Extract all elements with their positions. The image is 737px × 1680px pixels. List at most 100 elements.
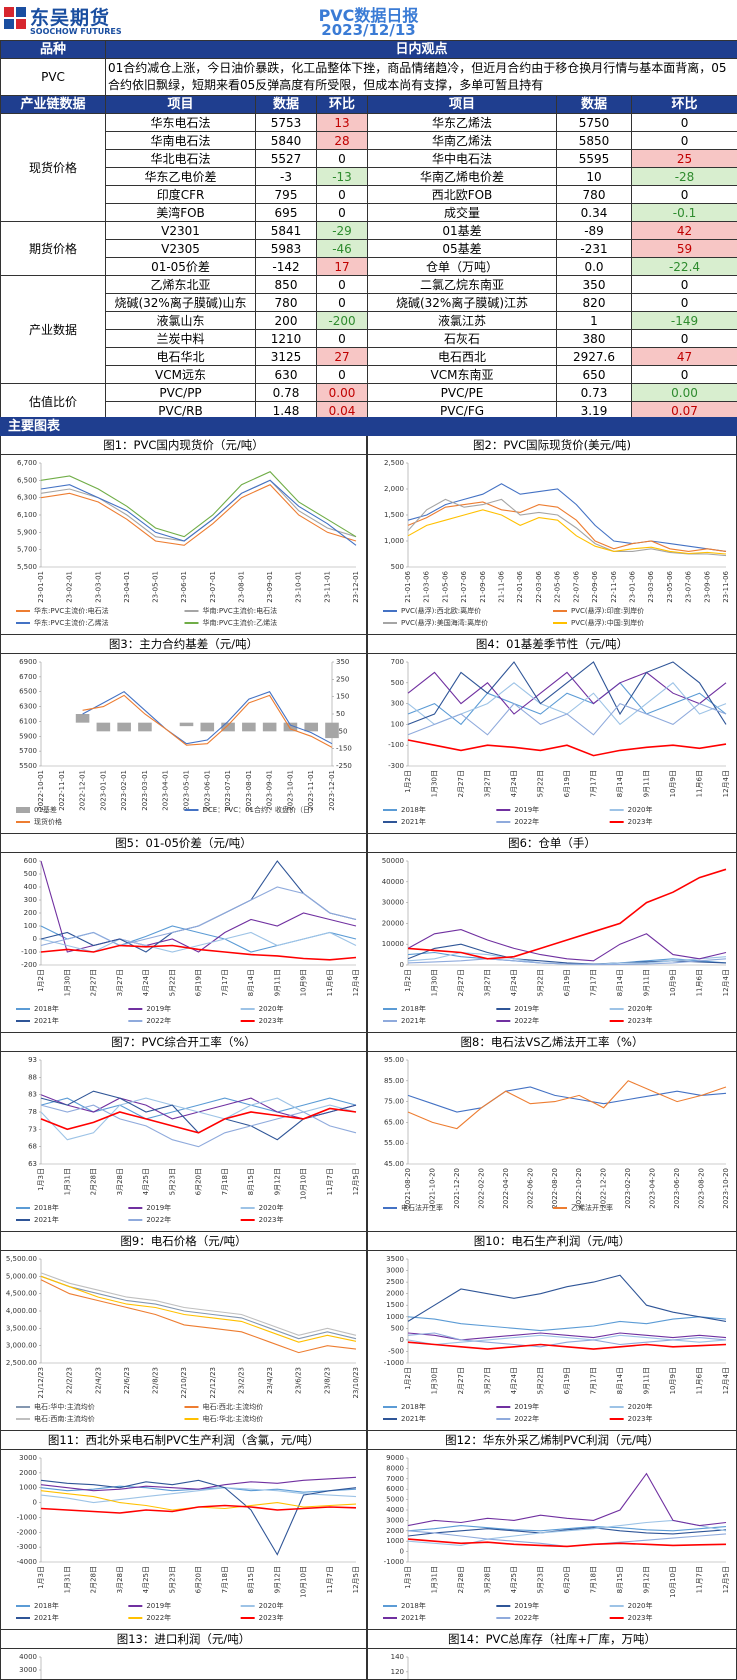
table-cell: 液氯江苏 [367, 311, 557, 330]
x-tick-label: 8月14日 [616, 770, 624, 797]
x-tick-label: 3月27日 [116, 969, 124, 996]
chart-title: 图12：华东外采乙烯制PVC利润（元/吨） [368, 1431, 736, 1450]
series-line [407, 868, 727, 960]
group-label: 期货价格 [0, 221, 106, 276]
x-tick-label: 23-07-06 [685, 570, 693, 602]
x-tick-label: 1月3日 [37, 1566, 45, 1589]
y-tick-label: 6300 [19, 703, 37, 711]
chart: -200 -100 0 100 200 300 400 500 600 1月2日 1月30日 2月27… [16, 857, 360, 1025]
y-tick-label: 6500 [19, 688, 37, 696]
x-tick-label: 1月30日 [431, 969, 439, 996]
x-tick-label: 10月10日 [300, 1566, 308, 1598]
chart-panel: 图2：PVC国际现货价(美元/吨) 500 1,000 1,500 2,000 2,500… [367, 436, 737, 635]
legend-label: 2021年 [401, 1414, 426, 1423]
y-tick-label: 2000 [386, 1290, 404, 1298]
x-tick-label: 22-11-06 [610, 570, 618, 602]
y-tick-label: 3,000.00 [6, 1342, 37, 1350]
y-tick-label: 0 [400, 961, 404, 969]
legend-label: 华东:PVC主流价:电石法 [34, 606, 109, 615]
y-tick-label: 5500 [19, 762, 37, 770]
bar [242, 722, 256, 732]
table-cell: 美湾FOB [105, 203, 256, 222]
x-tick-label: 1月2日 [404, 1367, 412, 1390]
x-tick-label: 2023-07-01 [224, 770, 232, 811]
x-tick-label: 9月11日 [273, 969, 281, 996]
legend-label: 华东:PVC主流价:乙烯法 [34, 618, 109, 627]
chart-panel: 图8：电石法VS乙烯法开工率（%） 45.00 55.00 65.00 75.00 85.… [367, 1033, 737, 1232]
legend-label: 2023年 [628, 1016, 653, 1025]
table-cell: 5750 [556, 113, 632, 132]
x-tick-label: 7月18日 [221, 1566, 229, 1593]
y2-tick-label: -50 [336, 727, 347, 735]
chart: 45.00 55.00 65.00 75.00 85.00 95.00 2021-08-20… [383, 1056, 730, 1212]
header-cell: 产业链数据 [0, 95, 106, 114]
x-tick-label: 4月24日 [142, 969, 150, 996]
x-tick-label: 1月30日 [431, 770, 439, 797]
x-tick-label: 12月4日 [722, 770, 730, 797]
table-cell: 01基差 [367, 221, 557, 240]
table-cell: 0 [630, 365, 737, 384]
x-tick-label: 8月15日 [616, 1566, 624, 1593]
y-tick-label: 6,700 [17, 459, 37, 467]
x-tick-label: 1月30日 [63, 969, 71, 996]
table-cell: -142 [255, 257, 317, 276]
series-line [407, 1538, 727, 1548]
table-cell: 01-05价差 [105, 257, 256, 276]
y-tick-label: -100 [21, 948, 37, 956]
table-cell: 华北电石法 [105, 149, 256, 168]
x-tick-label: 23-11-01 [323, 571, 331, 603]
x-tick-label: 6月20日 [195, 1566, 203, 1593]
legend-label: 2023年 [259, 1016, 284, 1025]
y2-tick-label: 50 [336, 710, 345, 718]
x-tick-label: 2022-10-20 [575, 1168, 583, 1209]
table-cell: 华东电石法 [105, 113, 256, 132]
series-line [40, 944, 357, 961]
series-line [40, 1279, 357, 1354]
table-cell: VCM东南亚 [367, 365, 557, 384]
table-row: V2305 5983 -46 05基差 -231 59 [1, 239, 737, 258]
y-tick-label: 3000 [19, 1666, 37, 1674]
header-cell: 日内观点 [104, 40, 737, 59]
legend-label: 2021年 [34, 1016, 59, 1025]
header-cell: 数据 [556, 95, 632, 114]
x-tick-label: 21-07-06 [460, 570, 468, 602]
table-cell: 电石华北 [105, 347, 256, 366]
table-cell: VCM远东 [105, 365, 256, 384]
series-line [407, 1080, 727, 1130]
y2-tick-label: 250 [336, 675, 349, 683]
x-tick-label: 23-10-01 [295, 571, 303, 603]
chart: -1000 0 1000 2000 3000 4000 5000 6000 7000 8000 90… [383, 1454, 730, 1622]
bar [179, 722, 194, 727]
x-tick-label: 4月24日 [510, 969, 518, 996]
legend-label: 2019年 [514, 1601, 539, 1610]
x-tick-label: 5月23日 [168, 1168, 176, 1195]
series-line [407, 958, 727, 966]
table-cell: -231 [556, 239, 632, 258]
series-line [407, 682, 727, 726]
table-cell: 0 [316, 329, 368, 348]
table-cell: 5983 [255, 239, 317, 258]
x-tick-label: 5月22日 [168, 969, 176, 996]
series-line [407, 1086, 727, 1113]
legend-label: 2022年 [514, 1613, 539, 1622]
chart: -300 -100 100 300 500 700 1月2日 1月30日 2月27日 3月27日 4… [383, 658, 730, 826]
chart-title: 图14：PVC总库存（社库+厂库，万吨） [368, 1630, 736, 1649]
y-tick-label: 6000 [386, 1485, 404, 1493]
legend-label: 2023年 [259, 1613, 284, 1622]
logo-icon [4, 7, 26, 29]
x-tick-label: 23-11-06 [722, 570, 730, 602]
x-tick-label: 4月24日 [510, 770, 518, 797]
x-tick-label: 23-05-01 [152, 571, 160, 603]
table-cell: 850 [255, 275, 317, 294]
table-cell: -13 [316, 167, 368, 186]
series-line [407, 501, 727, 552]
series-line [40, 1097, 357, 1120]
table-cell: 28 [316, 131, 368, 150]
y-tick-label: 100 [24, 922, 37, 930]
x-tick-label: 2022-08-20 [551, 1168, 559, 1209]
x-tick-label: 6月19日 [563, 770, 571, 797]
y-tick-label: 4000 [386, 1506, 404, 1514]
table-cell: 59 [630, 239, 737, 258]
legend-label: DCE：PVC：01合约：收盘价（日） [203, 805, 318, 814]
table-cell: 电石西北 [367, 347, 557, 366]
